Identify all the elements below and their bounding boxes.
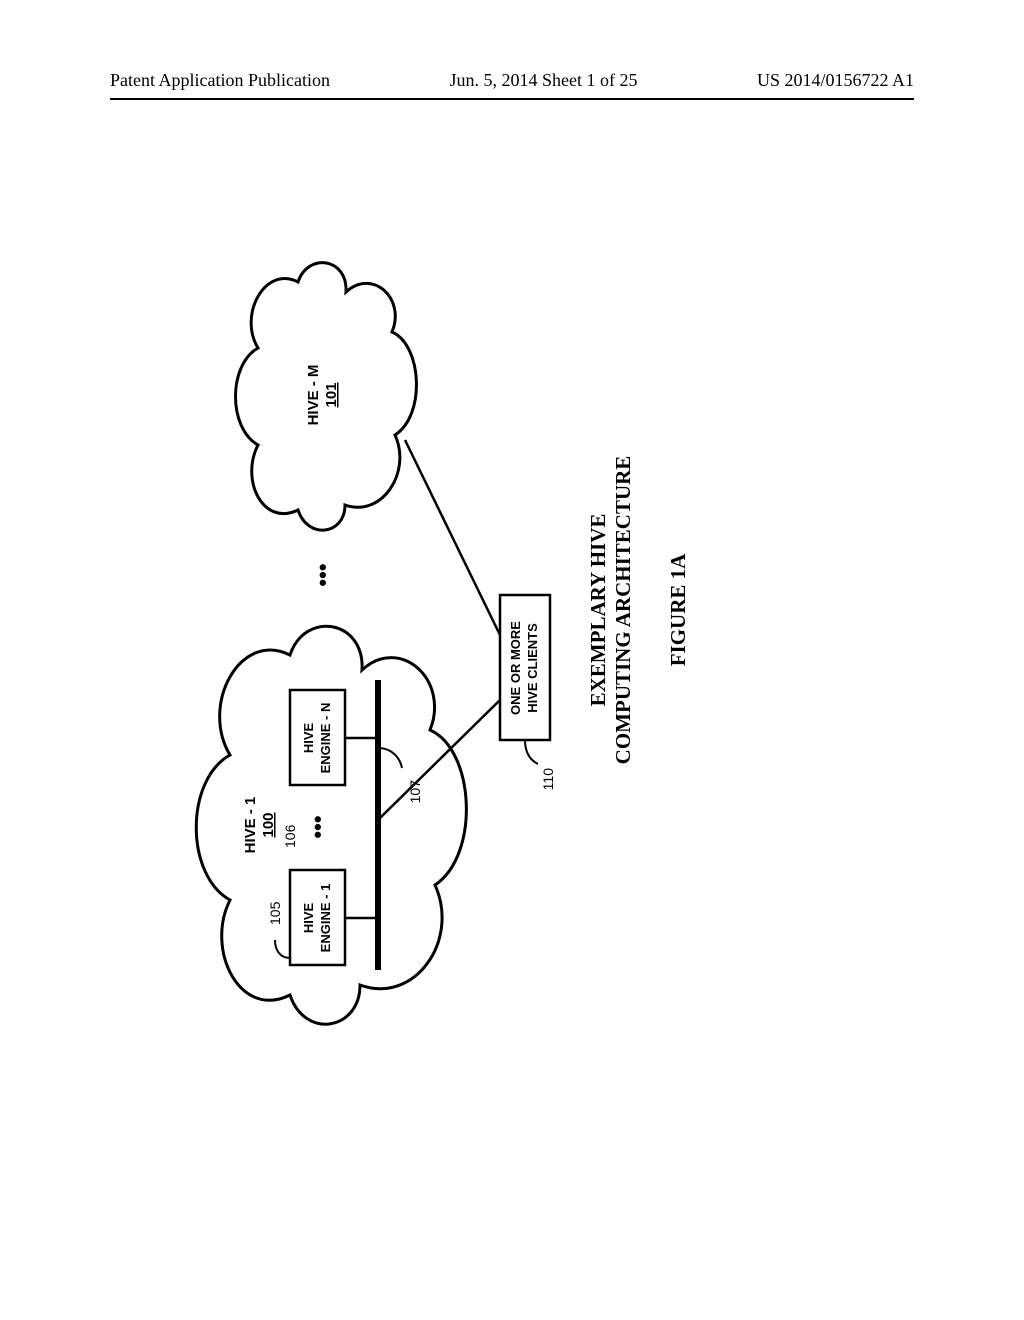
hive-1-title: HIVE - 1	[242, 797, 259, 854]
header-center: Jun. 5, 2014 Sheet 1 of 25	[449, 70, 637, 91]
hive-m-title: HIVE - M	[305, 365, 322, 426]
figure-label: FIGURE 1A	[666, 553, 690, 666]
caption-line2: COMPUTING ARCHITECTURE	[611, 456, 635, 765]
hive-engine-n-line2: ENGINE - N	[318, 703, 333, 774]
figure-svg: HIVE - 1 100 HIVE ENGINE - 1 ••• HIVE EN…	[130, 200, 730, 1080]
cloud-hive-1: HIVE - 1 100 HIVE ENGINE - 1 ••• HIVE EN…	[196, 626, 466, 1024]
line-cloudm-to-clients	[405, 440, 500, 635]
hive-engine-n-line1: HIVE	[301, 723, 316, 754]
header-rule	[110, 98, 914, 100]
clients-line1: ONE OR MORE	[508, 621, 523, 715]
clouds-ellipsis: •••	[310, 563, 335, 586]
callout-110-leader	[525, 740, 538, 764]
hive-engine-1-line1: HIVE	[301, 903, 316, 934]
clients-line2: HIVE CLIENTS	[525, 623, 540, 713]
page-header: Patent Application Publication Jun. 5, 2…	[0, 70, 1024, 91]
callout-105: 105	[267, 901, 283, 925]
callout-110: 110	[540, 768, 556, 791]
hive-1-ref: 100	[260, 812, 277, 837]
header-right: US 2014/0156722 A1	[757, 70, 914, 91]
caption-line1: EXEMPLARY HIVE	[586, 514, 610, 707]
callout-106: 106	[282, 824, 298, 848]
header-left: Patent Application Publication	[110, 70, 330, 91]
caption: EXEMPLARY HIVE COMPUTING ARCHITECTURE FI…	[586, 456, 690, 765]
cloud-hive-m: HIVE - M 101	[236, 263, 417, 531]
hive-m-ref: 101	[323, 382, 340, 407]
figure-container: HIVE - 1 100 HIVE ENGINE - 1 ••• HIVE EN…	[130, 200, 730, 1080]
engines-ellipsis: •••	[305, 815, 330, 838]
hive-engine-1-line2: ENGINE - 1	[318, 884, 333, 953]
